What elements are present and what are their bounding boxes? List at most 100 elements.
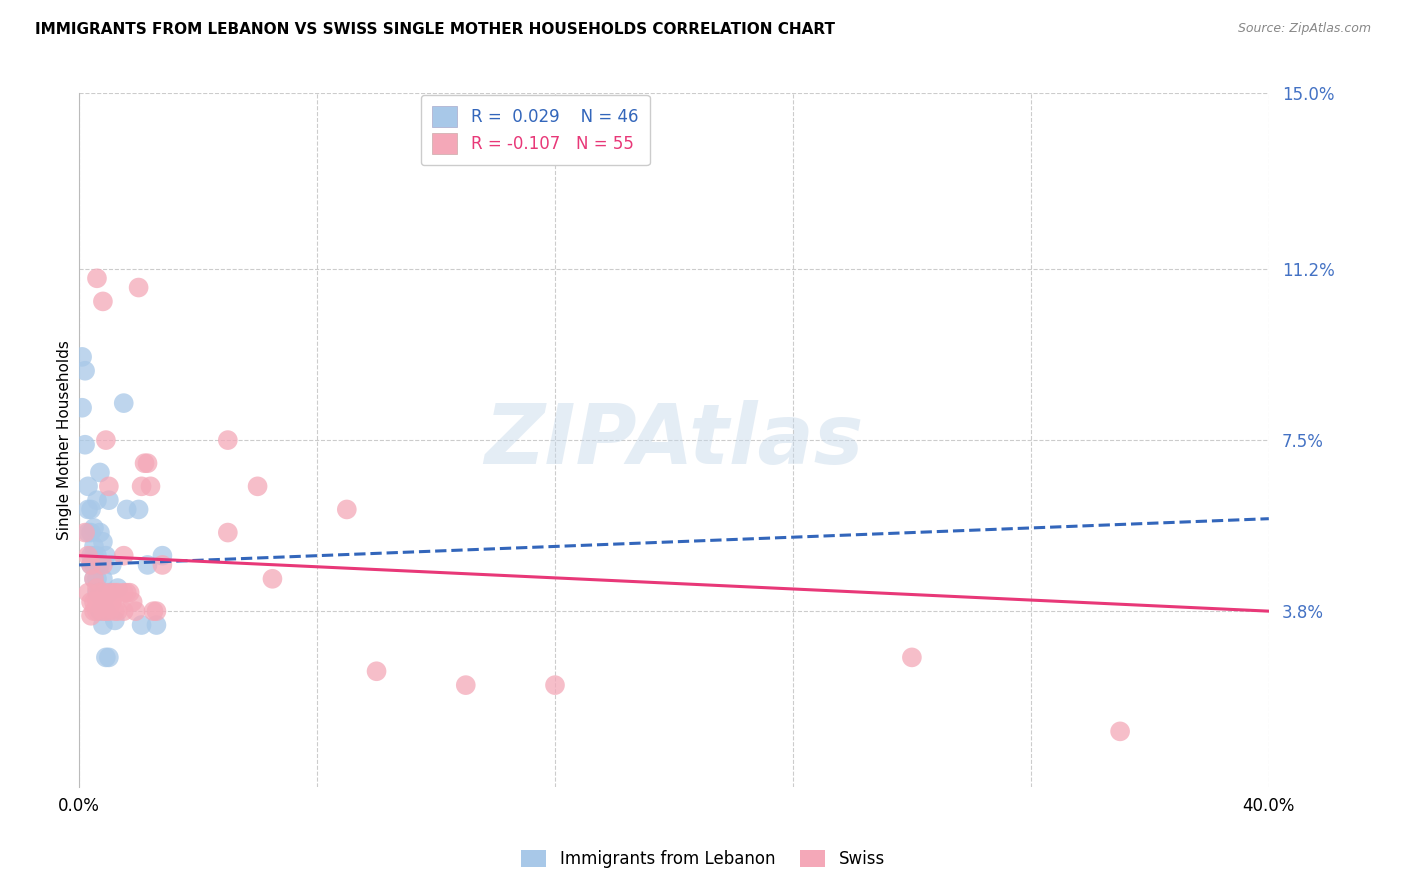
Point bbox=[107, 585, 129, 599]
Point bbox=[91, 604, 114, 618]
Point bbox=[115, 585, 138, 599]
Point bbox=[128, 280, 150, 294]
Point bbox=[246, 479, 269, 493]
Point bbox=[97, 604, 120, 618]
Point bbox=[89, 585, 111, 599]
Point bbox=[217, 525, 239, 540]
Text: ZIPAtlas: ZIPAtlas bbox=[484, 400, 863, 481]
Point bbox=[83, 572, 105, 586]
Point bbox=[80, 595, 103, 609]
Point bbox=[101, 585, 124, 599]
Point bbox=[104, 604, 127, 618]
Point bbox=[136, 558, 159, 572]
Point bbox=[454, 678, 477, 692]
Point bbox=[901, 650, 924, 665]
Point bbox=[94, 604, 117, 618]
Point bbox=[80, 502, 103, 516]
Point bbox=[91, 595, 114, 609]
Point bbox=[97, 493, 120, 508]
Point bbox=[75, 525, 97, 540]
Point bbox=[80, 525, 103, 540]
Text: Source: ZipAtlas.com: Source: ZipAtlas.com bbox=[1237, 22, 1371, 36]
Y-axis label: Single Mother Households: Single Mother Households bbox=[58, 340, 72, 540]
Point bbox=[89, 595, 111, 609]
Point bbox=[83, 540, 105, 554]
Point bbox=[77, 549, 100, 563]
Point bbox=[91, 618, 114, 632]
Point bbox=[77, 585, 100, 599]
Point bbox=[83, 572, 105, 586]
Point bbox=[91, 534, 114, 549]
Point bbox=[131, 479, 153, 493]
Point bbox=[217, 433, 239, 447]
Point bbox=[83, 604, 105, 618]
Point bbox=[101, 558, 124, 572]
Point bbox=[86, 585, 108, 599]
Point bbox=[89, 466, 111, 480]
Point bbox=[101, 595, 124, 609]
Point bbox=[118, 585, 141, 599]
Point bbox=[136, 456, 159, 470]
Point bbox=[104, 585, 127, 599]
Point bbox=[77, 502, 100, 516]
Point bbox=[86, 572, 108, 586]
Point bbox=[94, 604, 117, 618]
Point bbox=[89, 525, 111, 540]
Point bbox=[80, 608, 103, 623]
Point bbox=[1109, 724, 1132, 739]
Point bbox=[128, 502, 150, 516]
Point bbox=[70, 350, 93, 364]
Point bbox=[86, 549, 108, 563]
Point bbox=[366, 665, 388, 679]
Point bbox=[94, 549, 117, 563]
Point bbox=[112, 585, 135, 599]
Point bbox=[86, 604, 108, 618]
Point bbox=[544, 678, 567, 692]
Point bbox=[91, 572, 114, 586]
Point bbox=[83, 558, 105, 572]
Point bbox=[97, 650, 120, 665]
Legend: R =  0.029    N = 46, R = -0.107   N = 55: R = 0.029 N = 46, R = -0.107 N = 55 bbox=[420, 95, 650, 165]
Point bbox=[97, 595, 120, 609]
Point bbox=[124, 604, 146, 618]
Point bbox=[91, 294, 114, 309]
Point bbox=[83, 595, 105, 609]
Point bbox=[107, 604, 129, 618]
Point bbox=[115, 502, 138, 516]
Point bbox=[139, 479, 162, 493]
Point bbox=[112, 604, 135, 618]
Legend: Immigrants from Lebanon, Swiss: Immigrants from Lebanon, Swiss bbox=[515, 843, 891, 875]
Point bbox=[152, 549, 174, 563]
Point bbox=[89, 585, 111, 599]
Point bbox=[80, 558, 103, 572]
Point bbox=[86, 271, 108, 285]
Point bbox=[336, 502, 359, 516]
Point bbox=[134, 456, 156, 470]
Point bbox=[70, 401, 93, 415]
Point bbox=[112, 396, 135, 410]
Point bbox=[83, 521, 105, 535]
Text: IMMIGRANTS FROM LEBANON VS SWISS SINGLE MOTHER HOUSEHOLDS CORRELATION CHART: IMMIGRANTS FROM LEBANON VS SWISS SINGLE … bbox=[35, 22, 835, 37]
Point bbox=[112, 549, 135, 563]
Point bbox=[121, 595, 143, 609]
Point bbox=[89, 558, 111, 572]
Point bbox=[77, 479, 100, 493]
Point bbox=[80, 549, 103, 563]
Point bbox=[94, 433, 117, 447]
Point bbox=[97, 479, 120, 493]
Point bbox=[83, 549, 105, 563]
Point bbox=[80, 558, 103, 572]
Point bbox=[86, 493, 108, 508]
Point bbox=[145, 604, 167, 618]
Point bbox=[94, 585, 117, 599]
Point bbox=[77, 525, 100, 540]
Point bbox=[91, 558, 114, 572]
Point bbox=[262, 572, 284, 586]
Point bbox=[104, 614, 127, 628]
Point bbox=[131, 618, 153, 632]
Point bbox=[89, 604, 111, 618]
Point bbox=[86, 595, 108, 609]
Point bbox=[86, 581, 108, 595]
Point bbox=[75, 438, 97, 452]
Point bbox=[75, 364, 97, 378]
